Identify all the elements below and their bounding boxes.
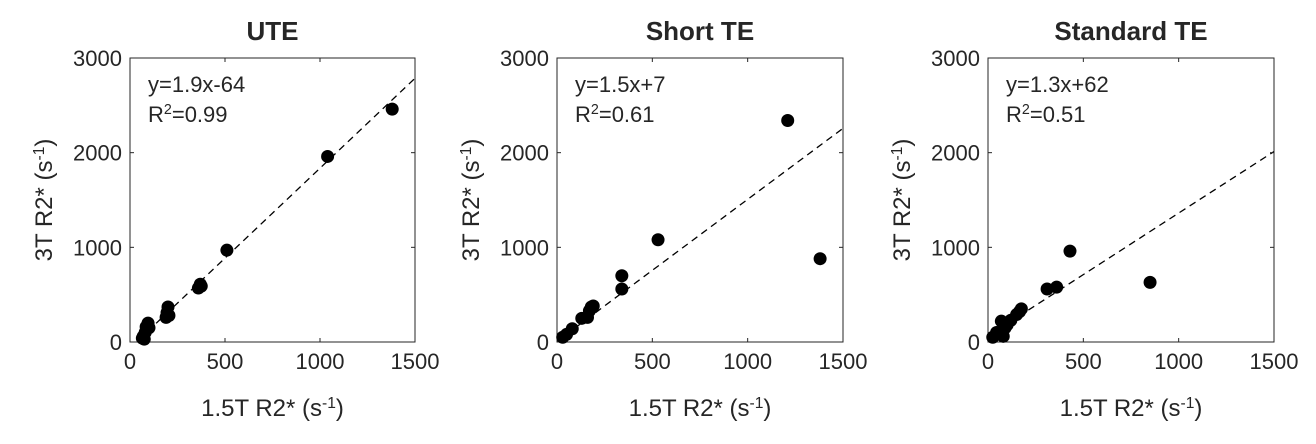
chart-panel-1: 0 500 1000 1500 0 1000 2000 3000 UTE y=1.9x-64 R2=… [31, 16, 440, 422]
data-point [1050, 280, 1064, 294]
y-tick-label: 3000 [500, 46, 549, 71]
fit-line [988, 150, 1274, 337]
fit-equation: y=1.3x+62 [1006, 72, 1109, 97]
fit-equation: y=1.9x-64 [148, 72, 245, 97]
x-axis-label: 1.5T R2* (s-1) [1060, 395, 1203, 423]
data-point [220, 243, 234, 257]
y-tick-label: 2000 [931, 141, 980, 166]
chart-panel-2: 0 500 1000 1500 0 1000 2000 3000 Short TE y=1.5x+… [458, 16, 868, 422]
fit-line [135, 77, 415, 342]
data-point [1063, 244, 1077, 258]
data-point [385, 102, 399, 116]
data-point [162, 308, 176, 322]
y-tick-label: 2000 [500, 141, 549, 166]
data-point [651, 233, 665, 247]
chart-title: UTE [247, 16, 299, 46]
x-tick-label: 0 [982, 349, 994, 374]
x-tick-label: 0 [551, 349, 563, 374]
y-tick-label: 3000 [931, 46, 980, 71]
data-point [321, 149, 335, 163]
y-tick-label: 0 [537, 330, 549, 355]
y-tick-label: 2000 [73, 141, 122, 166]
data-point [615, 269, 629, 283]
x-tick-label: 1500 [391, 349, 440, 374]
x-tick-label: 1000 [1154, 349, 1203, 374]
plot-box [987, 57, 1275, 343]
data-point [615, 282, 629, 296]
data-point [142, 321, 156, 335]
chart-title: Standard TE [1054, 16, 1207, 46]
y-tick-label: 1000 [500, 235, 549, 260]
data-point [813, 252, 827, 266]
x-tick-label: 1500 [1250, 349, 1299, 374]
data-point [781, 113, 795, 127]
fit-line [557, 127, 843, 342]
x-tick-label: 500 [207, 349, 244, 374]
plot-box [129, 57, 416, 343]
y-tick-label: 1000 [73, 235, 122, 260]
x-axis-label: 1.5T R2* (s-1) [201, 395, 344, 423]
x-tick-label: 1000 [723, 349, 772, 374]
data-point [1143, 275, 1157, 289]
x-tick-label: 0 [124, 349, 136, 374]
y-tick-label: 0 [968, 330, 980, 355]
r-squared: R2=0.51 [1006, 102, 1086, 127]
data-point [586, 299, 600, 313]
fit-equation: y=1.5x+7 [575, 72, 666, 97]
x-tick-label: 1500 [819, 349, 868, 374]
x-tick-label: 1000 [296, 349, 345, 374]
r-squared: R2=0.99 [148, 102, 228, 127]
y-axis-label: 3T R2* (s-1) [31, 139, 59, 262]
x-tick-label: 500 [634, 349, 671, 374]
data-point [565, 322, 579, 336]
y-tick-label: 3000 [73, 46, 122, 71]
y-tick-label: 0 [110, 330, 122, 355]
data-point [194, 279, 208, 293]
y-axis-label: 3T R2* (s-1) [889, 139, 917, 262]
data-point [1014, 302, 1028, 316]
y-tick-label: 1000 [931, 235, 980, 260]
plot-box [556, 57, 844, 343]
x-tick-label: 500 [1065, 349, 1102, 374]
x-axis-label: 1.5T R2* (s-1) [629, 395, 772, 423]
chart-panel-3: 0 500 1000 1500 0 1000 2000 3000 Standard TE y=1.… [889, 16, 1299, 422]
y-axis-label: 3T R2* (s-1) [458, 139, 486, 262]
chart-title: Short TE [646, 16, 754, 46]
r-squared: R2=0.61 [575, 102, 655, 127]
